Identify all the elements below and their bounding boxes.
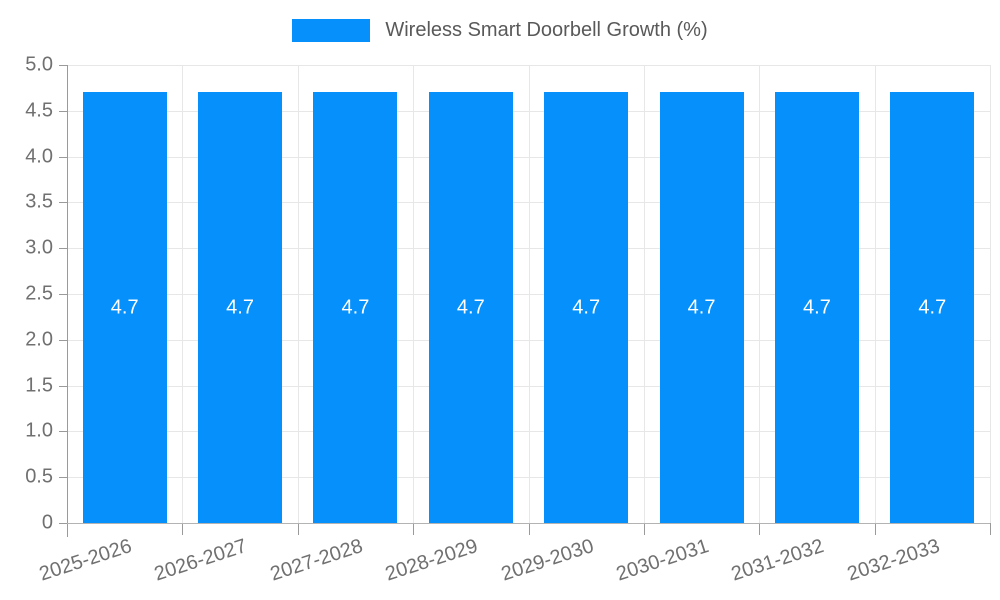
x-axis-line xyxy=(67,523,990,524)
y-axis-tick xyxy=(59,248,67,250)
y-tick-label: 0 xyxy=(41,511,53,534)
gridline-vertical xyxy=(874,65,876,523)
y-axis-tick xyxy=(59,65,67,66)
y-axis-tick xyxy=(59,156,67,158)
bar-value-label: 4.7 xyxy=(803,296,831,319)
y-axis-tick xyxy=(59,339,67,341)
y-tick-label: 5.0 xyxy=(25,53,53,76)
bar-value-label: 4.7 xyxy=(456,296,485,319)
y-tick-label: 4.5 xyxy=(25,99,53,122)
x-tick-label: 2029-2030 xyxy=(498,535,596,586)
x-tick-label: 2028-2029 xyxy=(382,535,481,586)
x-tick-label: 2025-2026 xyxy=(36,535,135,586)
bar[interactable] xyxy=(774,92,859,523)
bar[interactable] xyxy=(82,92,167,523)
bar-value-label: 4.7 xyxy=(341,296,370,319)
bar[interactable] xyxy=(890,92,975,523)
x-axis-tick xyxy=(643,523,645,535)
x-axis-tick xyxy=(874,523,876,535)
gridline-vertical xyxy=(643,65,645,523)
y-tick-label: 1.5 xyxy=(25,374,53,397)
y-axis-tick xyxy=(59,385,67,387)
y-tick-label: 2.5 xyxy=(25,282,53,305)
gridline-vertical xyxy=(413,65,415,523)
bar-value-label: 4.7 xyxy=(687,296,716,319)
y-tick-label: 4.0 xyxy=(25,145,53,168)
x-axis-tick xyxy=(528,523,530,535)
x-axis-tick xyxy=(990,523,991,535)
gridline-vertical xyxy=(990,65,991,523)
x-tick-label: 2026-2027 xyxy=(152,535,250,586)
x-tick-label: 2032-2033 xyxy=(844,535,943,586)
x-axis-tick xyxy=(182,523,184,535)
bar-value-label: 4.7 xyxy=(572,296,601,319)
y-tick-label: 3.0 xyxy=(25,236,53,259)
y-axis-tick xyxy=(59,110,67,112)
y-axis-tick xyxy=(59,202,67,204)
y-axis-tick xyxy=(59,431,67,433)
legend-swatch xyxy=(292,19,371,42)
bar[interactable] xyxy=(313,92,398,523)
y-axis-tick xyxy=(59,294,67,295)
legend-label: Wireless Smart Doorbell Growth (%) xyxy=(385,19,708,41)
y-tick-label: 1.0 xyxy=(25,419,53,442)
x-tick-label: 2031-2032 xyxy=(728,535,827,586)
legend[interactable]: Wireless Smart Doorbell Growth (%) xyxy=(0,19,1000,42)
y-tick-label: 2.0 xyxy=(25,328,53,351)
x-tick-label: 2027-2028 xyxy=(267,535,366,586)
gridline-vertical xyxy=(182,65,184,523)
x-tick-label: 2030-2031 xyxy=(613,535,712,586)
bar[interactable] xyxy=(428,92,513,523)
bar[interactable] xyxy=(659,92,744,523)
bar[interactable] xyxy=(198,92,283,523)
y-tick-label: 0.5 xyxy=(25,465,53,488)
bar-value-label: 4.7 xyxy=(918,296,947,319)
bar-value-label: 4.7 xyxy=(226,296,254,319)
gridline-vertical xyxy=(297,65,299,523)
y-axis-tick xyxy=(59,477,67,479)
y-axis-line xyxy=(67,65,68,537)
bar-value-label: 4.7 xyxy=(110,296,139,319)
y-axis-tick xyxy=(59,523,67,524)
x-axis-tick xyxy=(297,523,299,535)
gridline-vertical xyxy=(528,65,530,523)
bar[interactable] xyxy=(544,92,629,523)
gridline-vertical xyxy=(759,65,761,523)
x-axis-tick xyxy=(759,523,761,535)
y-tick-label: 3.5 xyxy=(25,190,53,213)
x-axis-tick xyxy=(413,523,415,535)
